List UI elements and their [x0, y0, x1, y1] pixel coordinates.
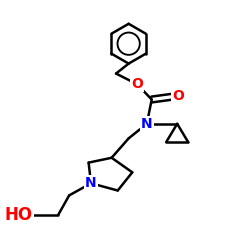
- Text: O: O: [131, 77, 143, 91]
- Text: O: O: [172, 89, 184, 103]
- Text: N: N: [141, 117, 153, 131]
- Text: N: N: [85, 176, 97, 190]
- Text: HO: HO: [5, 206, 33, 224]
